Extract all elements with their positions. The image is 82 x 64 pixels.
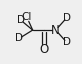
Text: D: D [63,13,71,23]
Text: Cl: Cl [22,12,32,22]
Text: D: D [17,15,25,25]
Text: D: D [15,33,23,43]
Text: D: D [63,37,71,47]
Text: N: N [51,24,60,37]
Text: O: O [40,43,49,56]
